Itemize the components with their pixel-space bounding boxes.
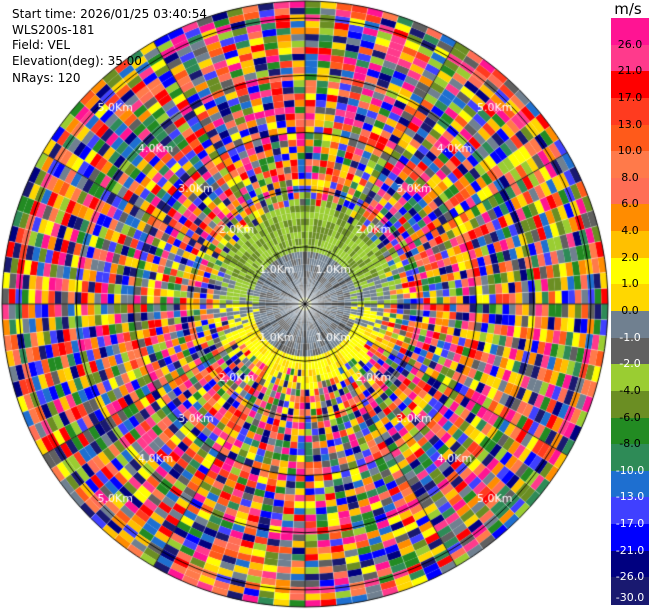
station-label: WLS200s-181 xyxy=(12,23,95,37)
colorbar-tick-label: -30.0 xyxy=(615,591,645,604)
colorbar-segment xyxy=(611,364,649,392)
start-time-label: Start time: 2026/01/25 03:40:54 xyxy=(12,7,207,21)
colorbar-segment xyxy=(611,97,649,126)
colorbar-segment xyxy=(611,151,649,179)
colorbar-tick-label: 26.0 xyxy=(617,37,643,51)
colorbar-segment xyxy=(611,497,649,525)
colorbar-segment xyxy=(611,231,649,259)
colorbar-segment xyxy=(611,524,649,552)
colorbar-tick-label: -17.0 xyxy=(615,517,645,531)
colorbar-tick-label: 13.0 xyxy=(617,117,643,131)
colorbar-segment xyxy=(611,470,649,499)
colorbar-segment xyxy=(611,71,649,99)
colorbar-segment xyxy=(611,44,649,72)
colorbar-tick-label: -21.0 xyxy=(615,543,645,557)
colorbar-tick-label: -10.0 xyxy=(615,463,645,477)
colorbar-segment xyxy=(611,124,649,152)
colorbar-segment xyxy=(611,444,649,472)
colorbar-tick-label: 4.0 xyxy=(621,224,639,238)
colorbar-tick-label: 1.0 xyxy=(621,277,639,291)
nrays-label: NRays: 120 xyxy=(12,71,81,85)
field-label: Field: VEL xyxy=(12,38,71,52)
colorbar-tick-label: -2.0 xyxy=(619,357,641,371)
colorbar-tick-label: -26.0 xyxy=(615,570,645,584)
colorbar-segment xyxy=(611,577,649,605)
elevation-label: Elevation(deg): 35.00 xyxy=(12,54,142,68)
colorbar-tick-label: -13.0 xyxy=(615,490,645,504)
colorbar-tick-label: -1.0 xyxy=(619,330,641,344)
colorbar-tick-label: 8.0 xyxy=(621,170,639,184)
colorbar-segment xyxy=(611,550,649,578)
colorbar-tick-label: 2.0 xyxy=(621,250,639,264)
colorbar-segment xyxy=(611,204,649,232)
colorbar-unit: m/s xyxy=(614,0,642,18)
colorbar-tick-label: 0.0 xyxy=(621,304,639,317)
colorbar-tick-label: 10.0 xyxy=(617,144,643,158)
colorbar xyxy=(611,18,649,605)
colorbar-segment xyxy=(611,390,649,419)
colorbar-tick-label: -6.0 xyxy=(619,410,641,424)
colorbar-segment xyxy=(611,417,649,445)
colorbar-tick-label: 17.0 xyxy=(617,90,643,104)
colorbar-segment xyxy=(611,337,649,365)
colorbar-tick-label: -8.0 xyxy=(619,437,641,451)
colorbar-segment xyxy=(611,284,649,312)
colorbar-segment xyxy=(611,177,649,206)
colorbar-segment xyxy=(611,18,649,46)
colorbar-segment xyxy=(611,311,649,339)
colorbar-tick-label: -4.0 xyxy=(619,383,641,397)
colorbar-tick-label: 21.0 xyxy=(617,64,643,78)
colorbar-tick-label: 6.0 xyxy=(621,197,639,211)
colorbar-segment xyxy=(611,257,649,285)
